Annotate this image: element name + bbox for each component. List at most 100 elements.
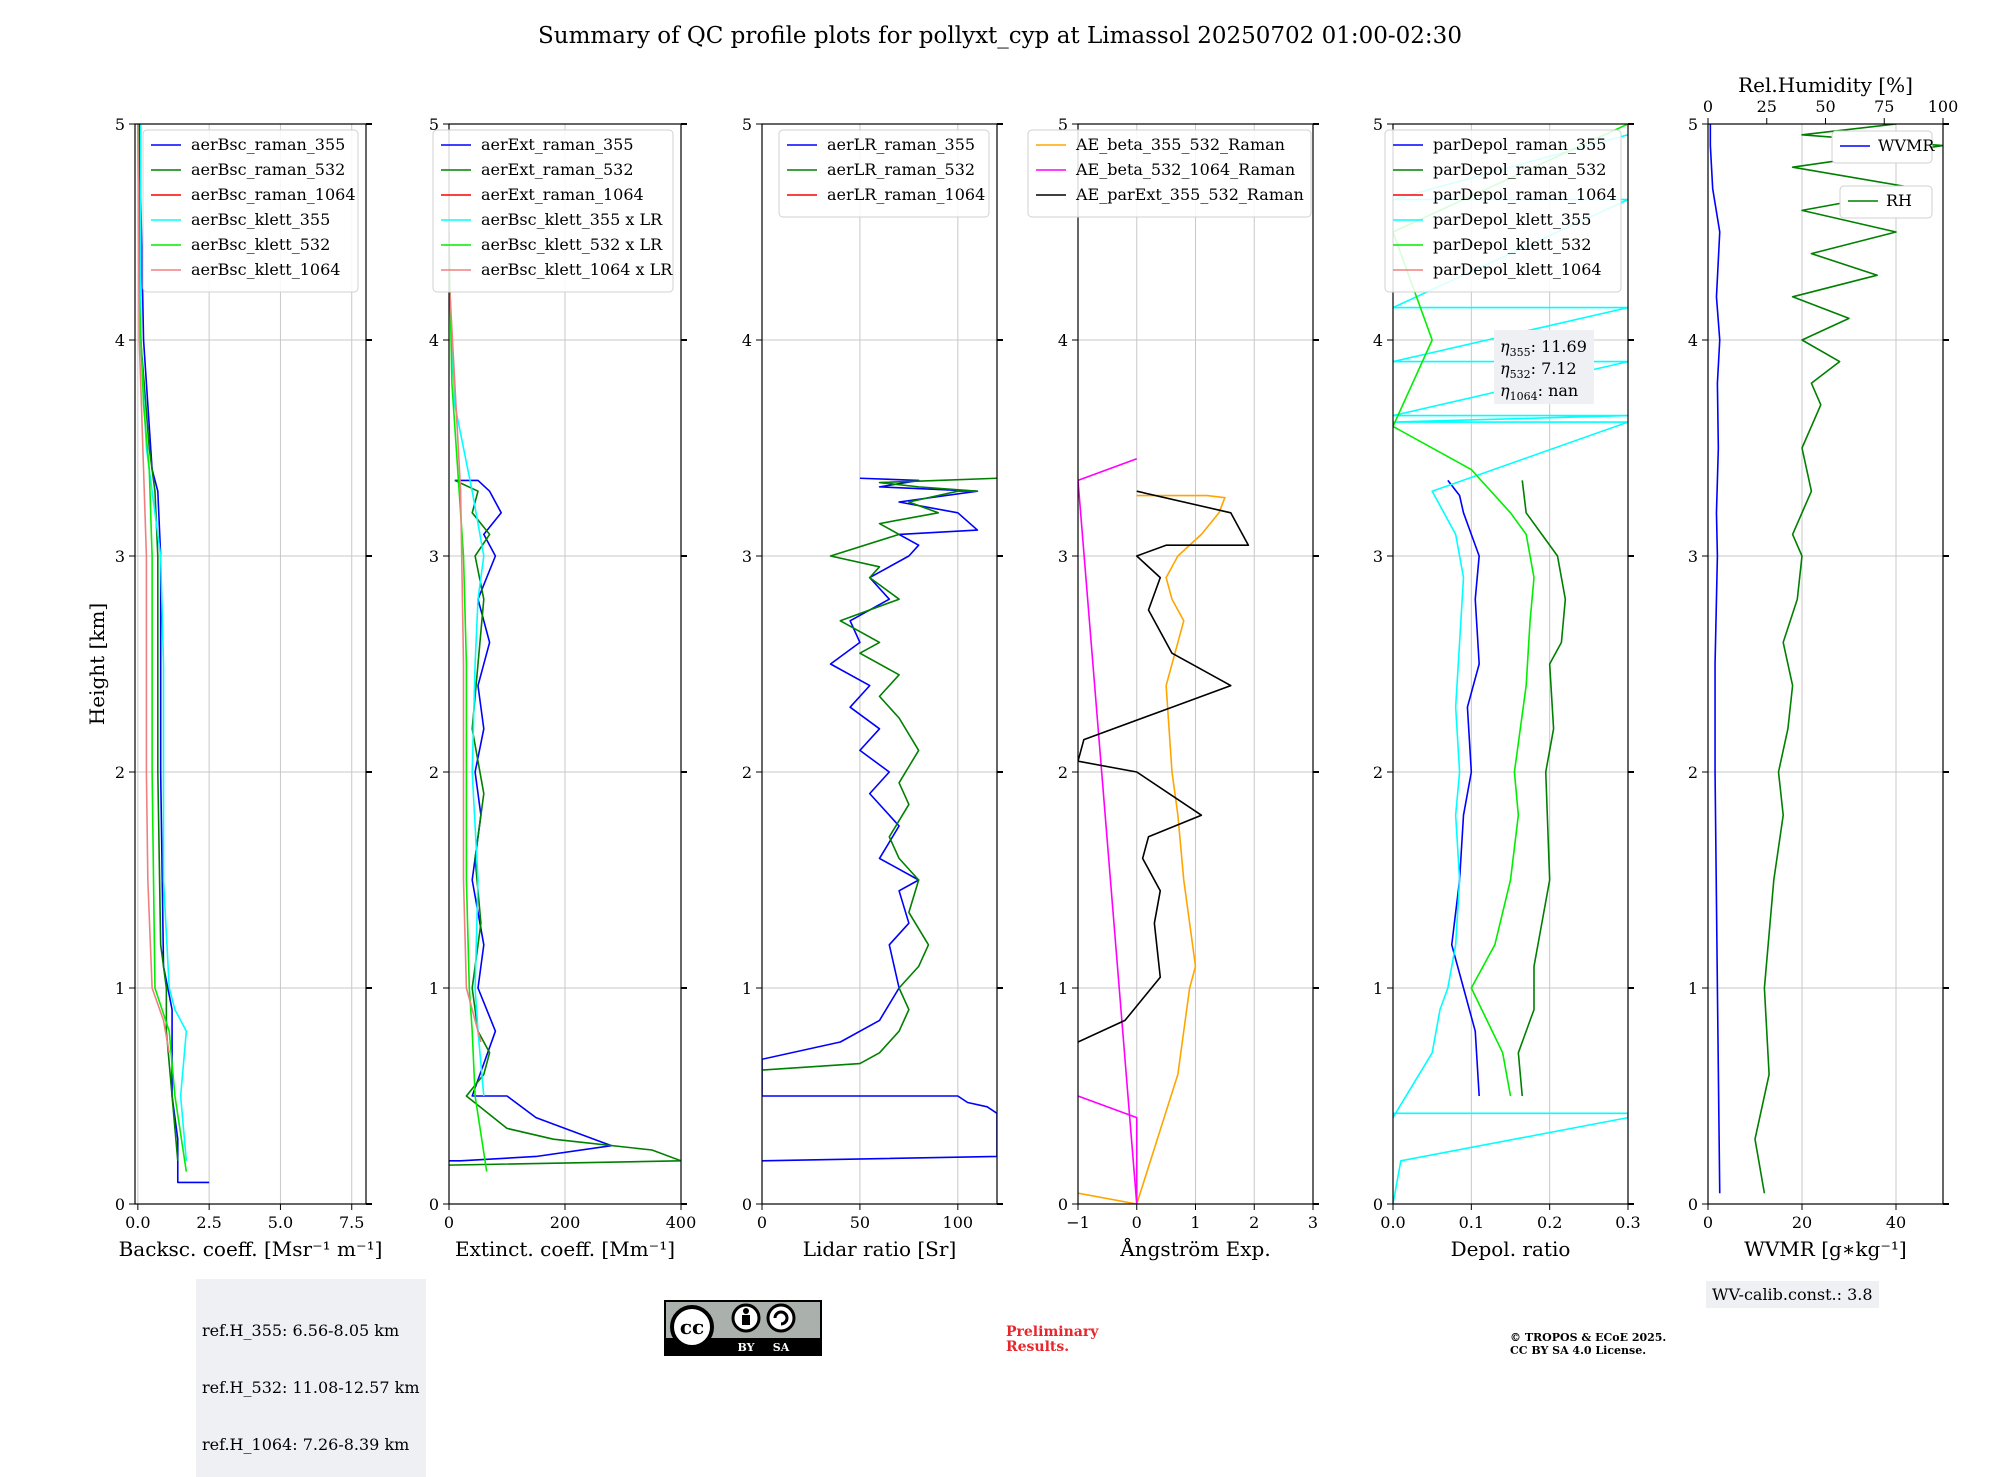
x-tick-label: 100 [943, 1213, 974, 1232]
series-line-aerLR_raman_532 [762, 477, 997, 1071]
y-axis-label: Height [km] [85, 603, 109, 725]
x-axis-label: Backsc. coeff. [Msr⁻¹ m⁻¹] [119, 1237, 383, 1261]
series-group [1078, 458, 1250, 1204]
panel-5: 0.0 0.1 0.2 0.3 0 1 2 3 4 5 Depol. ratio parDepol_r… [1373, 115, 1641, 1261]
x-tick-label: 200 [550, 1213, 581, 1232]
copyright-line-1: © TROPOS & ECoE 2025. [1510, 1331, 1667, 1344]
y-tick-label: 2 [742, 763, 752, 782]
legend-label: aerBsc_klett_355 [191, 210, 330, 229]
x-tick-label: 0 [444, 1213, 454, 1232]
panels: 0.0 2.5 5.0 7.5 0 1 2 3 4 5 Backsc. coeff. [Msr⁻¹ … [85, 73, 1958, 1261]
y-tick-label: 2 [1688, 763, 1698, 782]
wv-calib-box: WV-calib.const.: 3.8 [1706, 1281, 1879, 1308]
series-line-aerBsc_klett_1064 x LR [449, 275, 482, 1043]
ref-height-355: ref.H_355: 6.56-8.05 km [202, 1321, 400, 1340]
y-tick-label: 4 [742, 331, 752, 350]
axes-frame [134, 123, 367, 1205]
x-tick-label: 2 [1249, 1213, 1259, 1232]
y-tick-label: 1 [1373, 979, 1383, 998]
ref-height-1064: ref.H_1064: 7.26-8.39 km [202, 1435, 410, 1454]
series-group [1393, 124, 1628, 1204]
x-axis-label: WVMR [g∗kg⁻¹] [1744, 1237, 1906, 1261]
panel-2: 0 200 400 0 1 2 3 4 5 Extinct. coeff. [Mm⁻¹] aerEx… [429, 115, 696, 1261]
copyright-line-2: CC BY SA 4.0 License. [1510, 1344, 1647, 1357]
legend-label: parDepol_raman_1064 [1433, 185, 1617, 204]
legend-label: aerBsc_klett_355 x LR [481, 210, 663, 229]
x2-tick-label: 25 [1757, 97, 1777, 116]
x2-tick-label: 100 [1928, 97, 1959, 116]
series-line-aerBsc_raman_532 [137, 124, 179, 1161]
legend-label: aerBsc_raman_1064 [191, 185, 356, 204]
series-line-AE_beta_355_532_Raman [1078, 494, 1226, 1204]
y-tick-label: 0 [742, 1195, 752, 1214]
y-tick-label: 0 [1373, 1195, 1383, 1214]
axes-frame [1707, 123, 1944, 1205]
x-tick-label: 0 [1703, 1213, 1713, 1232]
panel-3: 0 50 100 0 1 2 3 4 5 Lidar ratio [Sr] aerLR_raman_… [742, 115, 1003, 1261]
legend-box [142, 129, 359, 293]
series-line-aerExt_raman_532 [449, 479, 681, 1166]
y-tick-label: 2 [429, 763, 439, 782]
y-tick-label: 3 [429, 547, 439, 566]
by-label: BY [738, 1341, 755, 1354]
eta-line-1064: η1064: nan [1500, 381, 1578, 403]
legend-label: aerExt_raman_532 [481, 160, 634, 179]
legend-label: aerLR_raman_1064 [827, 185, 985, 204]
legend-label: parDepol_klett_355 [1433, 210, 1591, 229]
legend-box-rh [1839, 185, 1933, 219]
series-line-AE_beta_532_1064_Raman [1078, 458, 1138, 1204]
x-tick-label: 0 [1132, 1213, 1142, 1232]
legend-label: aerLR_raman_355 [827, 135, 975, 154]
y-tick-label: 3 [115, 547, 125, 566]
x-tick-label: 50 [850, 1213, 870, 1232]
eta-line-355: η355: 11.69 [1500, 337, 1587, 359]
x-tick-label: −1 [1066, 1213, 1090, 1232]
series-group [1709, 124, 1943, 1194]
series-group [449, 231, 681, 1172]
y-tick-label: 0 [1058, 1195, 1068, 1214]
series-line-parDepol_klett_355 [1393, 134, 1628, 1204]
x-tick-label: 2.5 [196, 1213, 221, 1232]
series-line-parDepol_raman_532 [1517, 480, 1567, 1097]
x-axis-label: Ångström Exp. [1119, 1236, 1270, 1261]
x-tick-label: 0.0 [125, 1213, 150, 1232]
series-line-WVMR [1709, 124, 1721, 1194]
y-tick-label: 4 [1688, 331, 1698, 350]
x2-tick-label: 50 [1815, 97, 1835, 116]
y-tick-label: 4 [1058, 331, 1068, 350]
series-line-aerExt_raman_355 [449, 479, 613, 1162]
x-tick-label: 0.3 [1615, 1213, 1640, 1232]
legend-label: parDepol_raman_532 [1433, 160, 1606, 179]
legend-label: aerBsc_klett_532 [191, 235, 330, 254]
series-line-AE_parExt_355_532_Raman [1078, 490, 1250, 1043]
y-tick-label: 2 [1058, 763, 1068, 782]
x2-tick-label: 75 [1874, 97, 1894, 116]
preliminary-note: Preliminary Results. [1006, 1325, 1098, 1355]
x-tick-label: 20 [1792, 1213, 1812, 1232]
x-tick-label: 7.5 [339, 1213, 364, 1232]
eta-box-bg [1494, 330, 1594, 404]
legend-label: aerBsc_raman_355 [191, 135, 345, 154]
x-axis-label: Depol. ratio [1451, 1237, 1571, 1261]
sa-share-icon [766, 1303, 796, 1333]
y-tick-label: 5 [1058, 115, 1068, 134]
panel-1: 0.0 2.5 5.0 7.5 0 1 2 3 4 5 Backsc. coeff. [Msr⁻¹ … [85, 115, 382, 1261]
x2-axis-label: Rel.Humidity [%] [1738, 73, 1913, 97]
eta-line-532: η532: 7.12 [1500, 359, 1577, 381]
series-group [137, 124, 210, 1184]
series-line-aerBsc_klett_532 x LR [449, 231, 488, 1172]
y-tick-label: 3 [1688, 547, 1698, 566]
cc-logo-text: cc [680, 1315, 704, 1339]
y-tick-label: 3 [1058, 547, 1068, 566]
legend-label: aerBsc_raman_532 [191, 160, 345, 179]
x-tick-label: 5.0 [268, 1213, 293, 1232]
legend-label: RH [1886, 191, 1912, 210]
figure: Summary of QC profile plots for pollyxt_… [85, 23, 1958, 1261]
y-tick-label: 5 [115, 115, 125, 134]
legend-box [432, 129, 674, 293]
axes-frame [761, 123, 998, 1205]
legend-label: aerBsc_klett_1064 x LR [481, 260, 673, 279]
legend-box [1384, 129, 1622, 293]
copyright-note: © TROPOS & ECoE 2025. CC BY SA 4.0 Licen… [1510, 1331, 1666, 1357]
